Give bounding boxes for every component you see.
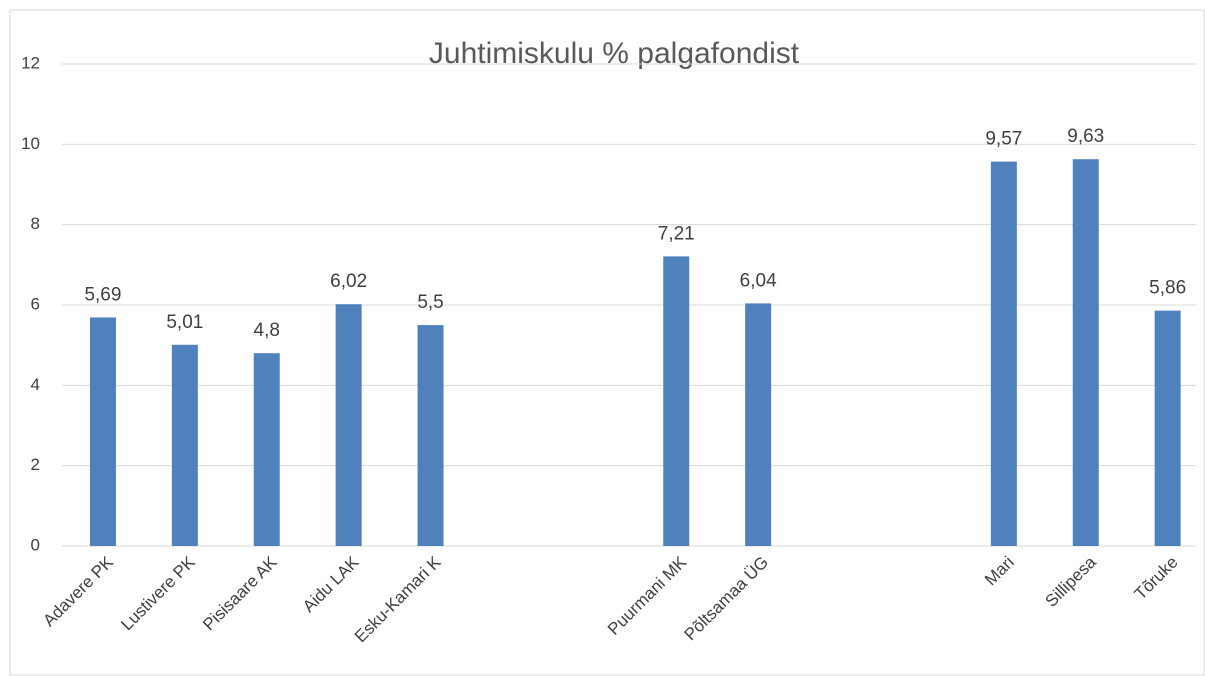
y-tick-label: 6	[31, 294, 40, 313]
value-label: 7,21	[658, 223, 695, 244]
y-tick-label: 12	[21, 53, 40, 72]
value-label: 9,63	[1067, 126, 1104, 147]
bar	[1072, 159, 1099, 546]
bar	[335, 304, 362, 546]
bar	[417, 325, 444, 546]
y-tick-label: 10	[21, 134, 40, 153]
bar	[990, 161, 1017, 547]
bar	[171, 344, 198, 546]
value-label: 5,5	[417, 292, 443, 313]
value-label: 5,69	[84, 284, 121, 305]
chart-title: Juhtimiskulu % palgafondist	[429, 37, 800, 70]
bar	[1154, 310, 1181, 546]
bar	[89, 317, 116, 546]
bar	[745, 303, 772, 546]
bar	[663, 256, 690, 546]
y-tick-label: 4	[31, 375, 40, 394]
value-label: 6,02	[330, 271, 367, 292]
value-label: 6,04	[740, 270, 777, 291]
y-tick-label: 2	[31, 455, 40, 474]
value-label: 5,01	[166, 312, 203, 333]
value-label: 5,86	[1149, 278, 1186, 299]
y-tick-label: 8	[31, 214, 40, 233]
bar	[253, 353, 280, 546]
value-label: 4,8	[254, 320, 280, 341]
y-tick-label: 0	[31, 535, 40, 554]
value-label: 9,57	[985, 129, 1022, 150]
